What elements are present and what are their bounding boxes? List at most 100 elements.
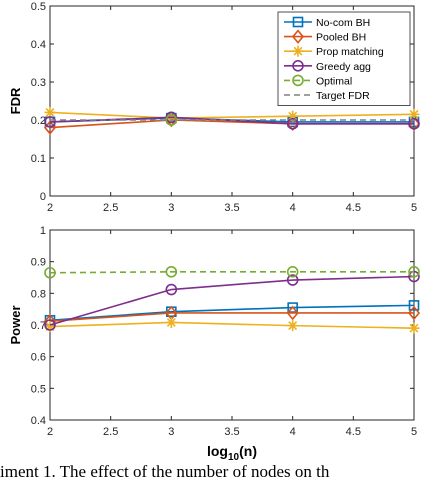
data-point bbox=[287, 110, 299, 122]
data-point-shape bbox=[165, 114, 178, 126]
y-tick-label: 0 bbox=[40, 191, 46, 203]
data-point bbox=[44, 116, 56, 128]
x-tick-label: 3 bbox=[168, 426, 174, 438]
series-4 bbox=[44, 265, 420, 279]
legend-marker bbox=[292, 60, 304, 72]
data-point bbox=[44, 266, 56, 279]
x-axis-label: log10(n) bbox=[207, 443, 257, 460]
data-point bbox=[286, 118, 299, 130]
data-point bbox=[165, 265, 178, 278]
legend-marker bbox=[291, 29, 305, 44]
data-point bbox=[165, 114, 178, 126]
legend: No-com BH Pooled BH Prop matching Greedy ag… bbox=[277, 11, 411, 106]
figure-caption: iment 1. The effect of the number of nod… bbox=[0, 462, 330, 481]
legend-item: No-com BH bbox=[284, 16, 370, 29]
data-point-shape bbox=[286, 118, 299, 130]
series-line bbox=[49, 275, 415, 326]
chart-panel-fdr: 2 2.5 3 3.5 4 4.5 5 0 0.1 0.2 0.3 0.4 0.5 FDR No-com B… bbox=[8, 1, 421, 214]
series-line bbox=[49, 270, 414, 274]
data-point bbox=[286, 265, 299, 278]
y-axis-label: FDR bbox=[8, 87, 23, 114]
y-tick-label: 0.2 bbox=[31, 115, 46, 127]
x-tick-label: 3.5 bbox=[224, 202, 239, 214]
data-point bbox=[44, 319, 56, 331]
y-tick-label: 0.4 bbox=[31, 415, 46, 427]
x-tick-label: 5 bbox=[411, 426, 417, 438]
x-tick-label: 4 bbox=[290, 202, 296, 214]
y-tick-label: 0.6 bbox=[31, 352, 46, 364]
legend-marker-shape bbox=[292, 60, 304, 72]
legend-label: Optimal bbox=[316, 75, 352, 87]
legend-item: Prop matching bbox=[284, 45, 384, 58]
figure: 2 2.5 3 3.5 4 4.5 5 0 0.1 0.2 0.3 0.4 0.5 FDR No-com B… bbox=[8, 1, 421, 460]
data-point-shape bbox=[44, 106, 56, 118]
data-point-shape bbox=[44, 116, 56, 128]
data-point-shape bbox=[407, 305, 421, 321]
data-point-shape bbox=[286, 305, 299, 321]
legend-label: Prop matching bbox=[316, 46, 384, 58]
data-point bbox=[44, 106, 56, 118]
legend-item: Target FDR bbox=[284, 90, 370, 102]
data-point-shape bbox=[408, 118, 420, 130]
data-point-shape bbox=[287, 320, 299, 332]
legend-label: Target FDR bbox=[316, 90, 370, 102]
legend-marker bbox=[292, 16, 304, 28]
data-point-shape bbox=[407, 116, 421, 132]
y-tick-label: 0.1 bbox=[31, 153, 46, 165]
x-tick-label: 4.5 bbox=[346, 202, 361, 214]
data-point-shape bbox=[287, 110, 299, 122]
data-point bbox=[287, 302, 298, 313]
x-tick-label: 2 bbox=[47, 426, 53, 438]
data-point-shape bbox=[408, 322, 420, 334]
data-point bbox=[408, 322, 420, 334]
legend-label: Greedy agg bbox=[316, 61, 371, 73]
y-tick-label: 0.5 bbox=[31, 1, 46, 13]
legend-label: No-com BH bbox=[316, 17, 370, 29]
x-tick-label: 2.5 bbox=[103, 426, 118, 438]
data-point-shape bbox=[165, 316, 177, 328]
x-tick-label: 5 bbox=[411, 202, 417, 214]
x-tick-label: 2.5 bbox=[103, 202, 118, 214]
chart-panel-power: 2 2.5 3 3.5 4 4.5 5 0.4 0.5 0.6 0.7 0.8 0.9 1 Power log… bbox=[8, 225, 421, 460]
legend-item: Optimal bbox=[284, 74, 352, 87]
data-point-shape bbox=[408, 265, 420, 278]
series-line bbox=[49, 111, 415, 119]
y-tick-label: 0.4 bbox=[31, 39, 46, 51]
data-point bbox=[407, 116, 421, 132]
data-point-shape bbox=[286, 116, 299, 132]
data-point bbox=[408, 108, 420, 120]
data-point bbox=[287, 320, 299, 332]
y-tick-label: 0.9 bbox=[31, 257, 46, 269]
data-point bbox=[165, 316, 177, 328]
data-point-shape bbox=[286, 265, 299, 278]
x-tick-label: 2 bbox=[47, 202, 53, 214]
x-tick-label: 3.5 bbox=[224, 426, 239, 438]
legend-marker-shape bbox=[291, 29, 305, 44]
data-point-shape bbox=[165, 265, 178, 278]
legend-marker bbox=[292, 45, 304, 57]
data-point bbox=[408, 118, 420, 130]
series-optimal bbox=[165, 114, 178, 126]
data-point bbox=[408, 300, 420, 311]
legend-box bbox=[277, 11, 411, 106]
y-axis-label: Power bbox=[8, 305, 23, 344]
legend-item: Pooled BH bbox=[284, 29, 366, 44]
data-point bbox=[286, 274, 299, 286]
data-point-shape bbox=[408, 300, 420, 311]
data-point bbox=[44, 321, 56, 333]
legend-marker-shape bbox=[292, 16, 304, 28]
legend-label: Pooled BH bbox=[316, 32, 366, 44]
x-tick-label: 4.5 bbox=[346, 426, 361, 438]
y-tick-label: 1 bbox=[40, 225, 46, 237]
y-tick-label: 0.5 bbox=[31, 383, 46, 395]
legend-marker-shape bbox=[292, 74, 304, 87]
data-point bbox=[408, 265, 420, 278]
data-point bbox=[286, 305, 299, 321]
data-point-shape bbox=[44, 321, 56, 333]
data-point-shape bbox=[44, 319, 56, 331]
data-point-shape bbox=[44, 266, 56, 279]
y-tick-label: 0.3 bbox=[31, 77, 46, 89]
data-point-shape bbox=[286, 274, 299, 286]
series-line bbox=[49, 304, 415, 322]
data-point bbox=[165, 283, 178, 296]
